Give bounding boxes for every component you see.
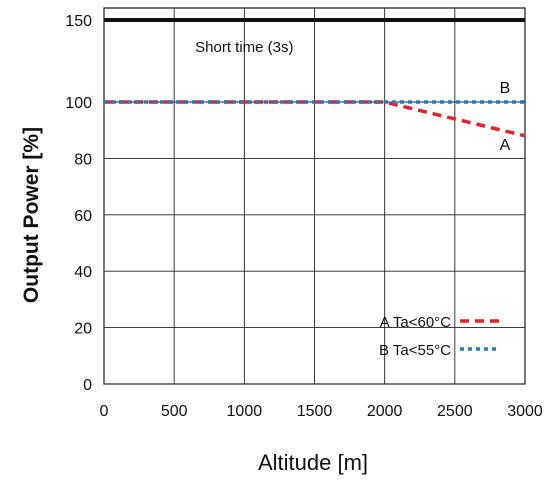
y-tick-label: 100 — [65, 95, 92, 112]
series-end-label-B: B — [500, 80, 511, 97]
y-tick-label: 40 — [74, 264, 92, 281]
x-tick-label: 1500 — [297, 403, 333, 420]
y-axis-label: Output Power [%] — [20, 127, 43, 303]
y-tick-label: 80 — [74, 151, 92, 168]
y-tick-label: 150 — [65, 13, 92, 30]
y-tick-label: 60 — [74, 208, 92, 225]
x-tick-label: 2500 — [437, 403, 473, 420]
grid — [103, 7, 526, 385]
short-time-label: Short time (3s) — [195, 39, 293, 56]
legend-label-A: A Ta<60°C — [380, 314, 451, 331]
legend: A Ta<60°C B Ta<55°C — [379, 314, 500, 359]
x-tick-labels: 0 500 1000 1500 2000 2500 3000 — [100, 403, 543, 420]
y-tick-label: 0 — [83, 377, 92, 394]
legend-label-B: B Ta<55°C — [379, 342, 451, 359]
x-tick-label: 3000 — [507, 403, 543, 420]
x-tick-label: 0 — [100, 403, 109, 420]
x-tick-label: 2000 — [367, 403, 403, 420]
y-tick-labels: 0 20 40 60 80 100 150 — [65, 13, 92, 394]
x-axis-label: Altitude [m] — [258, 450, 368, 475]
series-line-A — [104, 100, 526, 138]
annotations: Short time (3s) B A — [104, 18, 525, 154]
series-lines — [104, 100, 526, 138]
x-tick-label: 500 — [161, 403, 188, 420]
x-tick-label: 1000 — [227, 403, 263, 420]
y-tick-label: 20 — [74, 321, 92, 338]
series-end-label-A: A — [500, 137, 511, 154]
